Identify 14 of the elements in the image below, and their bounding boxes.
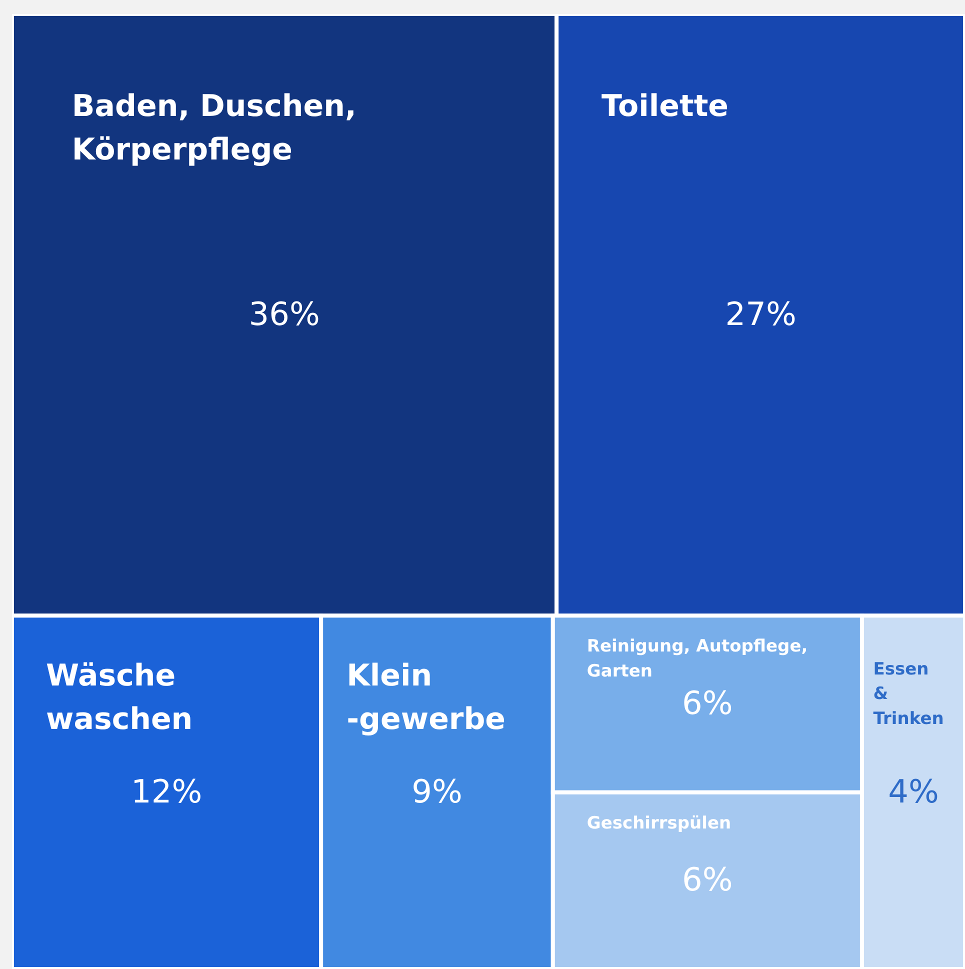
category-label: Geschirrspülen bbox=[586, 813, 732, 834]
data-label: 27% bbox=[725, 294, 796, 333]
data-label: 9% bbox=[412, 772, 462, 810]
category-label: Reinigung, Autopflege, Garten bbox=[586, 636, 808, 682]
category-label: Klein -gewerbe bbox=[346, 658, 506, 738]
category-label: Baden, Duschen, Körperpflege bbox=[72, 89, 356, 168]
category-label: Toilette bbox=[602, 89, 729, 124]
data-label: 36% bbox=[248, 294, 320, 333]
data-label: 6% bbox=[682, 860, 733, 899]
category-label: Wäsche waschen bbox=[46, 658, 193, 738]
category-label: Essen & Trinken bbox=[873, 660, 944, 729]
data-label: 4% bbox=[888, 772, 939, 810]
data-label: 12% bbox=[130, 772, 202, 810]
data-label: 6% bbox=[682, 684, 733, 722]
